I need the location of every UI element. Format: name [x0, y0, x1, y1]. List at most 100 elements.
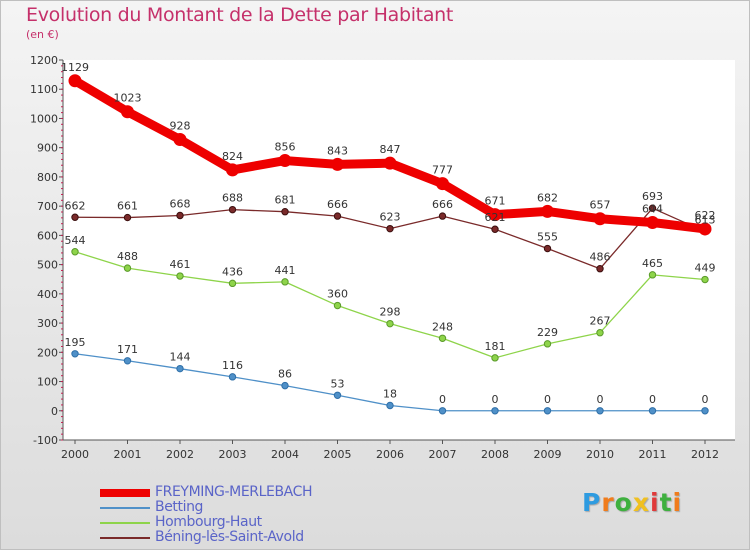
- data-label-2: 441: [275, 264, 296, 277]
- data-label-0: 657: [590, 199, 611, 212]
- data-point-3: [438, 212, 447, 220]
- x-tick-label: 2004: [271, 448, 299, 461]
- data-point-0: [541, 204, 554, 218]
- data-label-3: 621: [485, 211, 506, 224]
- data-point-2: [228, 279, 237, 288]
- x-tick-label: 2007: [429, 448, 457, 461]
- chart-subtitle: (en €): [26, 28, 59, 41]
- x-tick-label: 2000: [61, 448, 89, 461]
- x-tick-label: 2012: [691, 448, 719, 461]
- data-label-1: 0: [649, 393, 656, 406]
- data-point-2: [386, 319, 394, 328]
- data-label-1: 0: [544, 393, 551, 406]
- y-tick-label: 300: [37, 317, 58, 330]
- data-point-3: [543, 244, 552, 253]
- data-point-3: [491, 225, 499, 233]
- data-label-3: 623: [380, 211, 401, 224]
- data-label-0: 622: [695, 209, 716, 222]
- y-tick-label: 100: [37, 376, 58, 389]
- data-label-3: 666: [327, 198, 348, 211]
- data-point-1: [701, 407, 709, 415]
- data-point-1: [491, 407, 499, 415]
- legend-swatch: [100, 522, 150, 524]
- data-point-2: [438, 334, 447, 342]
- data-point-0: [173, 133, 187, 147]
- data-point-3: [596, 265, 604, 273]
- data-label-2: 436: [222, 265, 243, 278]
- x-tick-label: 2001: [114, 448, 142, 461]
- data-label-3: 666: [432, 198, 453, 211]
- data-label-0: 777: [432, 164, 453, 177]
- plot-area: [63, 60, 735, 440]
- data-label-0: 1023: [114, 92, 142, 105]
- data-point-1: [176, 364, 184, 373]
- data-label-3: 662: [65, 199, 86, 212]
- data-label-1: 144: [170, 351, 191, 364]
- data-label-1: 195: [65, 336, 86, 349]
- data-point-3: [123, 213, 132, 222]
- data-label-3: 693: [642, 190, 663, 203]
- data-label-2: 465: [642, 257, 663, 270]
- data-label-0: 644: [642, 203, 663, 216]
- data-label-0: 847: [380, 143, 401, 156]
- data-point-2: [333, 301, 342, 310]
- data-label-1: 0: [492, 393, 499, 406]
- legend-swatch: [100, 489, 150, 497]
- legend-label: Betting: [155, 499, 204, 515]
- x-tick-label: 2005: [324, 448, 352, 461]
- data-label-3: 613: [695, 214, 716, 227]
- data-label-1: 0: [597, 393, 604, 406]
- data-label-1: 0: [702, 393, 709, 406]
- y-tick-label: 0: [51, 405, 58, 418]
- data-label-1: 18: [383, 388, 397, 401]
- data-point-3: [228, 205, 237, 214]
- x-tick-label: 2009: [534, 448, 562, 461]
- data-label-1: 86: [278, 368, 292, 381]
- x-tick-label: 2006: [376, 448, 404, 461]
- y-tick-label: 1000: [30, 112, 58, 125]
- chart-title: Evolution du Montant de la Dette par Hab…: [26, 4, 454, 26]
- data-point-0: [331, 157, 344, 171]
- data-point-1: [386, 401, 394, 410]
- data-label-2: 229: [537, 326, 558, 339]
- data-label-2: 267: [590, 315, 611, 328]
- data-label-3: 661: [117, 200, 138, 213]
- data-label-1: 53: [331, 377, 345, 390]
- data-label-0: 928: [170, 120, 191, 133]
- y-tick-label: 800: [37, 171, 58, 184]
- y-tick-label: 1200: [30, 54, 58, 67]
- data-point-0: [436, 177, 449, 191]
- data-point-2: [123, 264, 132, 272]
- data-point-0: [68, 74, 82, 88]
- data-point-1: [281, 381, 289, 390]
- x-tick-label: 2008: [481, 448, 509, 461]
- data-point-2: [648, 271, 657, 279]
- data-point-1: [333, 391, 342, 399]
- data-label-1: 0: [439, 393, 446, 406]
- data-label-0: 671: [485, 195, 506, 208]
- data-label-3: 688: [222, 192, 243, 205]
- y-tick-label: 700: [37, 200, 58, 213]
- x-tick-label: 2002: [166, 448, 194, 461]
- data-point-1: [543, 407, 552, 415]
- data-point-0: [278, 154, 292, 168]
- proxiti-logo: Proxiti: [582, 488, 683, 517]
- data-label-0: 824: [222, 150, 243, 163]
- legend-label: FREYMING-MERLEBACH: [155, 484, 313, 500]
- y-tick-label: 500: [37, 259, 58, 272]
- data-point-0: [121, 105, 134, 119]
- x-tick-label: 2011: [639, 448, 667, 461]
- data-point-2: [491, 354, 499, 362]
- data-label-1: 171: [117, 343, 138, 356]
- data-label-3: 668: [170, 198, 191, 211]
- data-point-0: [698, 222, 712, 236]
- data-point-1: [228, 373, 237, 381]
- y-tick-label: 1100: [30, 83, 58, 96]
- data-label-0: 856: [275, 141, 296, 154]
- y-tick-label: 400: [37, 288, 58, 301]
- data-point-0: [488, 208, 502, 222]
- data-label-3: 555: [537, 231, 558, 244]
- data-point-1: [648, 407, 657, 415]
- data-point-3: [648, 204, 657, 212]
